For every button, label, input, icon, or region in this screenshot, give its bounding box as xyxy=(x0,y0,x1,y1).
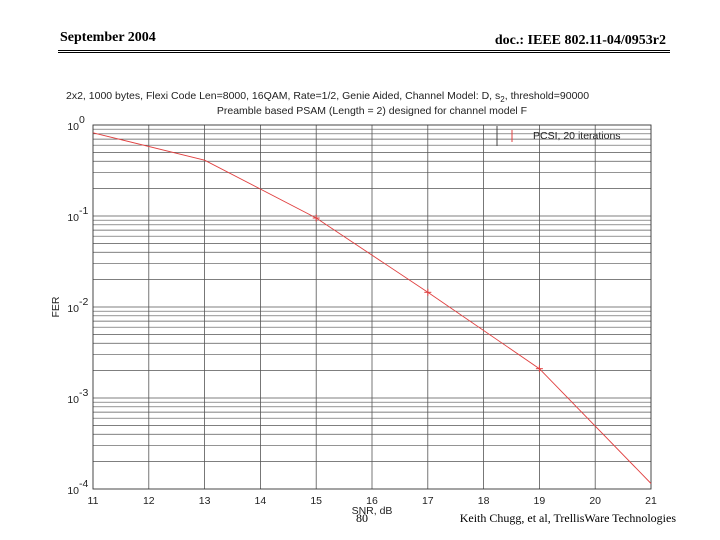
y-tick-label: 10 xyxy=(67,212,79,224)
y-tick-label: 10 xyxy=(67,121,79,133)
header-divider xyxy=(58,50,670,51)
y-tick-label: 10 xyxy=(67,303,79,315)
header-divider-secondary xyxy=(58,52,670,53)
y-tick-exponent: -1 xyxy=(79,205,88,217)
data-point-marker xyxy=(535,365,543,373)
series-line xyxy=(92,132,652,484)
footer-credit: Keith Chugg, et al, TrellisWare Technolo… xyxy=(459,511,676,525)
y-tick-label: 10 xyxy=(67,394,79,406)
data-point-marker xyxy=(424,288,432,296)
plot-frame xyxy=(92,124,652,490)
x-tick-label: 20 xyxy=(589,495,601,507)
data-point-marker xyxy=(312,214,320,222)
x-tick-label: 11 xyxy=(88,495,99,507)
x-tick-label: 19 xyxy=(534,495,546,507)
x-tick-label: 13 xyxy=(199,495,211,507)
x-tick-label: 14 xyxy=(255,495,267,507)
y-tick-exponent: 0 xyxy=(79,114,85,126)
page-number: 80 xyxy=(356,511,368,525)
chart-title-line-1: 2x2, 1000 bytes, Flexi Code Len=8000, 16… xyxy=(66,90,589,104)
y-tick-label: 10 xyxy=(67,485,79,497)
x-tick-label: 12 xyxy=(143,495,155,507)
slide-date: September 2004 xyxy=(60,30,156,45)
x-axis-label: SNR, dB xyxy=(352,505,393,517)
chart-title-tail: , threshold=90000 xyxy=(505,90,590,102)
y-tick-exponent: -2 xyxy=(79,296,88,308)
x-tick-label: 15 xyxy=(310,495,322,507)
x-tick-label: 18 xyxy=(478,495,490,507)
y-tick-exponent: -4 xyxy=(79,478,88,490)
x-tick-label: 16 xyxy=(366,495,378,507)
chart-title-line-2: Preamble based PSAM (Length = 2) designe… xyxy=(217,105,527,117)
chart-title-subscript: 2 xyxy=(500,95,505,104)
x-tick-label: 21 xyxy=(645,495,657,507)
y-axis-label: FER xyxy=(50,296,62,317)
doc-id: doc.: IEEE 802.11-04/0953r2 xyxy=(494,33,666,48)
legend-label: PCSI, 20 iterations xyxy=(533,130,621,142)
x-tick-label: 17 xyxy=(422,495,434,507)
y-tick-exponent: -3 xyxy=(79,387,88,399)
